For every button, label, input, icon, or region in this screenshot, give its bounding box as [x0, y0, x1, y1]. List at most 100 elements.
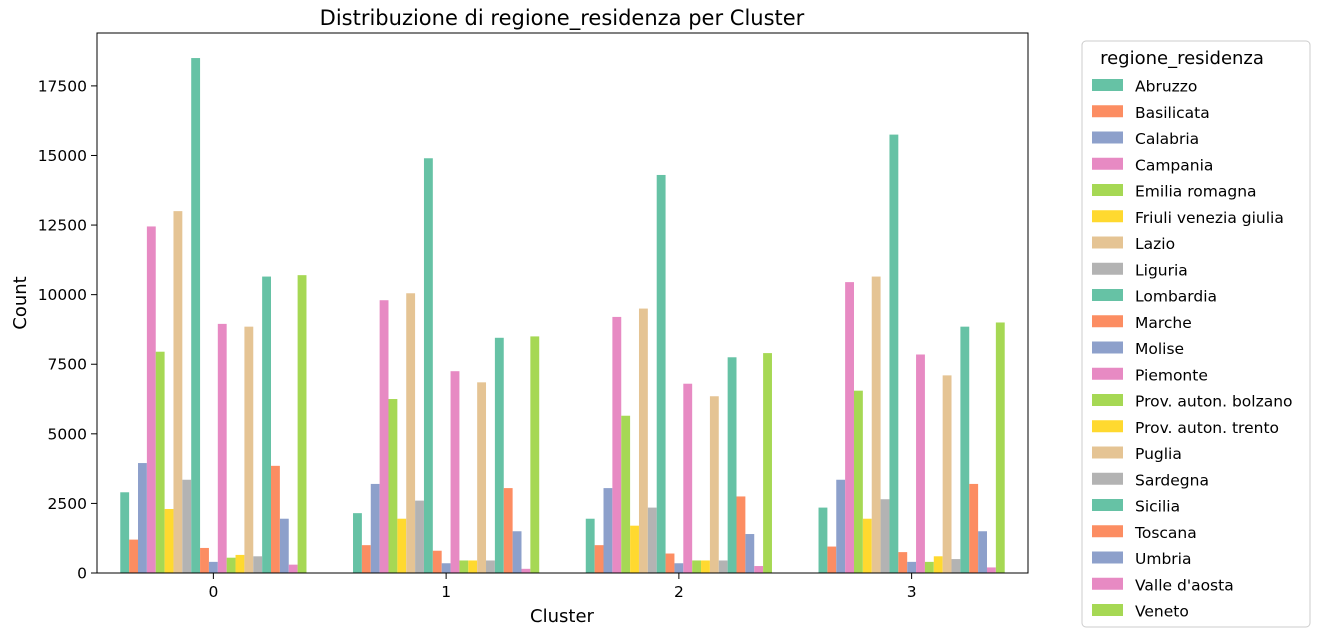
bar	[986, 567, 996, 573]
legend-label: Lazio	[1135, 235, 1175, 253]
legend-label: Emilia romagna	[1135, 183, 1257, 201]
legend: regione_residenza Abruzzo Basilicata Calab…	[1081, 40, 1311, 628]
bar	[594, 545, 604, 573]
bar	[585, 518, 595, 573]
bar	[754, 566, 764, 573]
x-axis-ticks: 0 1 2 3	[208, 573, 917, 601]
bar	[397, 518, 407, 573]
bar	[459, 560, 469, 573]
legend-items: Abruzzo Basilicata Calabria Campania Emilia …	[1092, 78, 1293, 621]
bar	[271, 465, 280, 573]
bar	[415, 500, 424, 573]
bar	[709, 396, 719, 573]
y-axis-ticks: 0 2500 5000 7500 10000 12500 15000 17500	[38, 77, 97, 583]
bar	[924, 561, 934, 573]
legend-label: Sicilia	[1135, 498, 1180, 516]
legend-label: Basilicata	[1135, 104, 1210, 122]
y-tick-label: 7500	[48, 356, 87, 374]
legend-swatch	[1092, 157, 1123, 170]
legend-label: Umbria	[1135, 550, 1191, 568]
bar	[486, 560, 495, 573]
bar	[388, 399, 398, 573]
bar	[701, 560, 710, 573]
bar	[718, 560, 728, 573]
legend-swatch	[1092, 367, 1123, 380]
bar	[173, 211, 183, 573]
legend-swatch	[1092, 289, 1123, 301]
bar	[736, 496, 746, 573]
bar	[665, 553, 675, 573]
bar	[647, 507, 657, 573]
bar	[146, 226, 156, 573]
legend-label: Calabria	[1135, 130, 1199, 148]
legend-swatch	[1092, 394, 1123, 406]
bar	[432, 550, 442, 573]
bar	[512, 531, 522, 573]
legend-swatch	[1092, 472, 1123, 485]
legend-label: Prov. auton. trento	[1135, 419, 1279, 437]
legend-label: Lombardia	[1135, 288, 1217, 306]
y-tick-label: 12500	[38, 217, 87, 235]
legend-swatch	[1092, 105, 1123, 118]
bar	[370, 483, 380, 573]
bar	[217, 323, 227, 573]
legend-label: Marche	[1135, 314, 1192, 332]
legend-label: Sardegna	[1135, 471, 1209, 489]
x-tick-label: 0	[208, 583, 218, 601]
bar	[353, 513, 362, 573]
y-tick-label: 15000	[38, 147, 87, 165]
legend-label: Puglia	[1135, 445, 1182, 463]
legend-swatch	[1092, 551, 1123, 564]
y-tick-label: 5000	[48, 425, 87, 443]
bar	[164, 508, 174, 573]
bar	[630, 525, 639, 573]
legend-label: Valle d'aosta	[1135, 576, 1234, 594]
legend-swatch	[1092, 341, 1123, 354]
bar	[253, 556, 263, 573]
legend-swatch	[1092, 525, 1123, 538]
bar	[674, 563, 684, 573]
bar	[423, 158, 433, 573]
bar	[916, 354, 925, 573]
bar	[978, 531, 987, 573]
bar	[244, 326, 254, 573]
legend-title: regione_residenza	[1100, 48, 1264, 69]
bar	[379, 300, 389, 573]
bar	[656, 174, 666, 573]
bar	[907, 561, 917, 573]
bar	[745, 534, 755, 573]
legend-label: Piemonte	[1135, 366, 1208, 384]
bar	[468, 560, 478, 573]
bar	[530, 336, 540, 573]
chart-title: Distribuzione di regione_residenza per C…	[320, 6, 805, 31]
legend-label: Friuli venezia giulia	[1135, 209, 1284, 227]
y-axis-label: Count	[10, 276, 31, 329]
bar	[845, 282, 854, 573]
bar	[638, 308, 648, 573]
legend-label: Abruzzo	[1135, 78, 1197, 96]
bar	[503, 488, 513, 573]
bar	[871, 276, 881, 573]
bar	[836, 479, 846, 573]
legend-label: Prov. auton. bolzano	[1135, 393, 1293, 411]
bar	[262, 276, 271, 573]
legend-swatch	[1092, 79, 1123, 91]
legend-label: Campania	[1135, 156, 1213, 174]
bar	[361, 545, 371, 573]
legend-frame	[1081, 40, 1311, 628]
bar	[942, 375, 952, 573]
bar	[853, 390, 863, 573]
bar	[951, 559, 961, 573]
bar	[200, 547, 209, 573]
bar	[477, 382, 487, 573]
legend-label: Toscana	[1134, 524, 1197, 542]
bar	[288, 564, 298, 573]
bar	[889, 134, 899, 573]
legend-label: Molise	[1135, 340, 1184, 358]
bar	[441, 563, 451, 573]
bar	[818, 507, 828, 573]
bar	[621, 415, 631, 573]
bar	[521, 568, 531, 573]
x-axis-label: Cluster	[530, 606, 594, 627]
